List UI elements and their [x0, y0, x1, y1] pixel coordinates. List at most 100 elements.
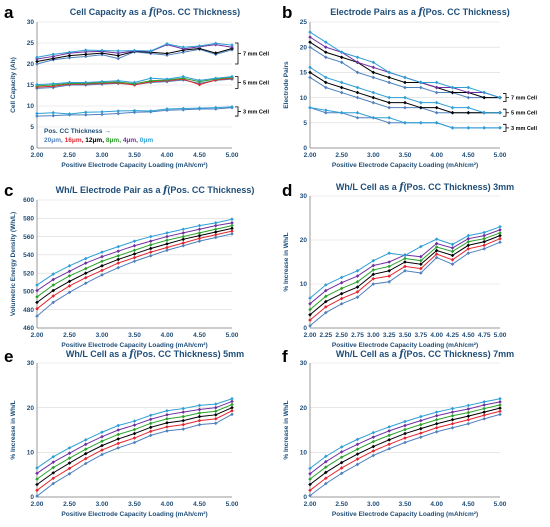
- data-point: [198, 415, 202, 419]
- y-axis-label: % Increase in Wh/L: [283, 232, 290, 291]
- data-point: [356, 438, 360, 442]
- y-tick-label: 540: [23, 252, 34, 259]
- x-tick-label: 5.00: [494, 152, 507, 159]
- data-point: [467, 422, 471, 426]
- data-point: [149, 430, 153, 434]
- data-point: [403, 81, 407, 85]
- x-tick-label: 5.00: [226, 501, 239, 508]
- data-point: [451, 422, 455, 426]
- data-point: [165, 231, 169, 235]
- data-point: [387, 260, 391, 264]
- data-point: [133, 239, 137, 243]
- data-point: [435, 86, 439, 90]
- x-tick-label: 3.25: [383, 332, 396, 339]
- legend-entry: 16μm,: [65, 137, 86, 144]
- title-suffix: (Pos. CC Thickness): [423, 7, 510, 17]
- x-tick-label: 4.00: [430, 501, 443, 508]
- bracket-label: 5 mm Cell: [243, 80, 269, 86]
- data-point: [149, 413, 153, 417]
- series-line-12μm: [37, 408, 232, 485]
- bracket-label: 5 mm Cell: [511, 111, 537, 117]
- y-tick-label: 30: [300, 193, 308, 200]
- x-tick-label: 3.00: [367, 501, 380, 508]
- data-point: [419, 427, 423, 431]
- data-point: [84, 271, 88, 275]
- x-tick-label: 3.00: [96, 501, 109, 508]
- legend-entry: 8μm,: [106, 137, 123, 144]
- data-point: [116, 437, 120, 441]
- x-axis-label: Positive Electrode Capacity Loading (mAh…: [61, 162, 207, 169]
- data-point: [149, 422, 153, 426]
- y-tick-label: 20: [300, 44, 308, 51]
- data-point: [403, 101, 407, 105]
- data-point: [435, 410, 439, 414]
- data-point: [133, 248, 137, 252]
- data-point: [482, 126, 486, 130]
- y-tick-label: 30: [27, 19, 35, 26]
- series-line-20μm: [310, 108, 500, 128]
- data-point: [498, 403, 502, 407]
- data-point: [100, 439, 104, 443]
- y-tick-label: 5: [30, 124, 34, 131]
- series-line-0μm: [310, 108, 500, 128]
- data-point: [435, 106, 439, 110]
- data-point: [403, 106, 407, 110]
- data-point: [214, 406, 218, 410]
- data-point: [387, 251, 391, 255]
- panel-title: Electrode Pairs as a f(Pos. CC Thickness…: [330, 7, 509, 18]
- data-point: [451, 414, 455, 418]
- data-point: [498, 397, 502, 401]
- data-point: [482, 231, 486, 235]
- data-point: [198, 408, 202, 412]
- data-point: [181, 415, 185, 419]
- data-point: [340, 86, 344, 90]
- data-point: [149, 235, 153, 239]
- y-tick-label: 30: [27, 360, 35, 367]
- data-point: [372, 435, 376, 439]
- data-point: [435, 418, 439, 422]
- panel-letter: f: [282, 347, 288, 366]
- x-tick-label: 4.50: [193, 501, 206, 508]
- x-tick-label: 2.00: [31, 152, 44, 159]
- data-point: [467, 404, 471, 408]
- x-tick-label: 5.00: [494, 332, 507, 339]
- data-point: [100, 435, 104, 439]
- x-axis-label: Positive Electrode Capacity Loading (mAh…: [332, 162, 478, 169]
- data-point: [403, 257, 407, 261]
- data-point: [482, 403, 486, 407]
- data-point: [403, 121, 407, 125]
- data-point: [372, 431, 376, 435]
- data-point: [467, 106, 471, 110]
- x-tick-label: 3.50: [399, 501, 412, 508]
- data-point: [181, 235, 185, 239]
- data-point: [356, 452, 360, 456]
- data-point: [100, 259, 104, 263]
- data-point: [435, 414, 439, 418]
- data-point: [198, 227, 202, 231]
- y-tick-label: 480: [23, 307, 34, 314]
- series-line-12μm: [310, 236, 500, 315]
- data-point: [35, 112, 39, 116]
- panel-e: e Wh/L Cell as a f(Pos. CC Thickness) 5mm…: [4, 347, 244, 518]
- x-axis-label: Positive Electrode Capacity Loading (mAh…: [61, 511, 207, 518]
- data-point: [482, 410, 486, 414]
- data-point: [467, 126, 471, 130]
- data-point: [372, 445, 376, 449]
- data-point: [356, 96, 360, 100]
- x-tick-label: 3.50: [399, 152, 412, 159]
- data-point: [482, 111, 486, 115]
- panel-letter: e: [4, 347, 13, 366]
- data-point: [149, 243, 153, 247]
- data-point: [403, 76, 407, 80]
- data-point: [51, 111, 55, 115]
- y-tick-label: 25: [27, 40, 35, 47]
- data-point: [116, 424, 120, 428]
- data-point: [435, 426, 439, 430]
- bracket-label: 3 mm Cell: [511, 126, 537, 132]
- x-tick-label: 2.50: [63, 152, 76, 159]
- x-tick-label: 3.00: [96, 332, 109, 339]
- panel-c: c Wh/L Electrode Pair as a f(Pos. CC Thic…: [4, 181, 254, 349]
- x-tick-label: 4.25: [446, 332, 459, 339]
- data-point: [133, 428, 137, 432]
- data-point: [230, 409, 234, 413]
